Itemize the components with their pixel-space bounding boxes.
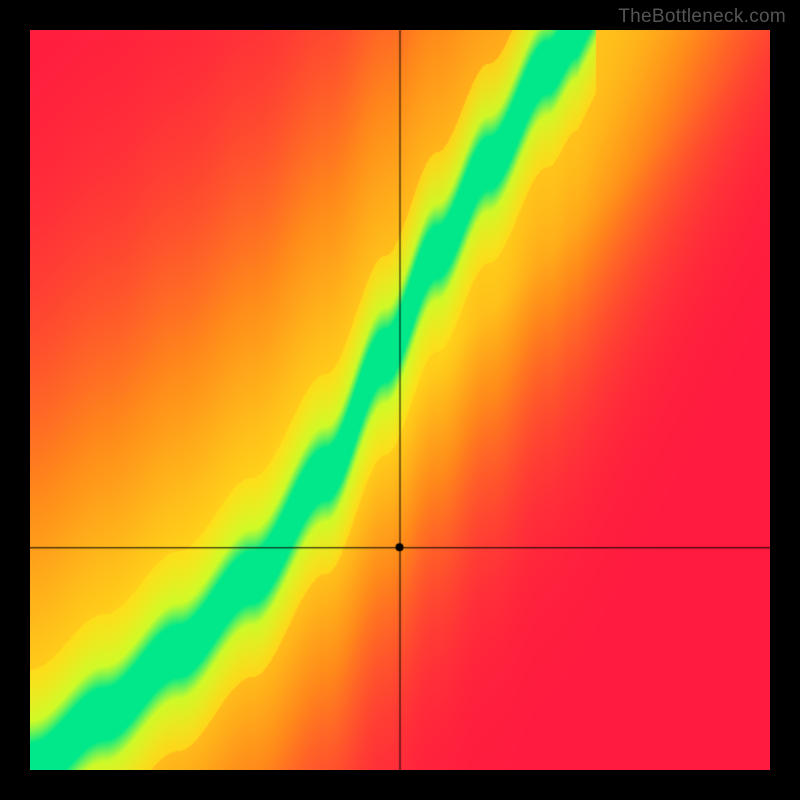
plot-area: [30, 30, 770, 770]
heatmap-canvas: [30, 30, 770, 770]
watermark-text: TheBottleneck.com: [618, 6, 786, 28]
chart-container: TheBottleneck.com: [0, 0, 800, 800]
